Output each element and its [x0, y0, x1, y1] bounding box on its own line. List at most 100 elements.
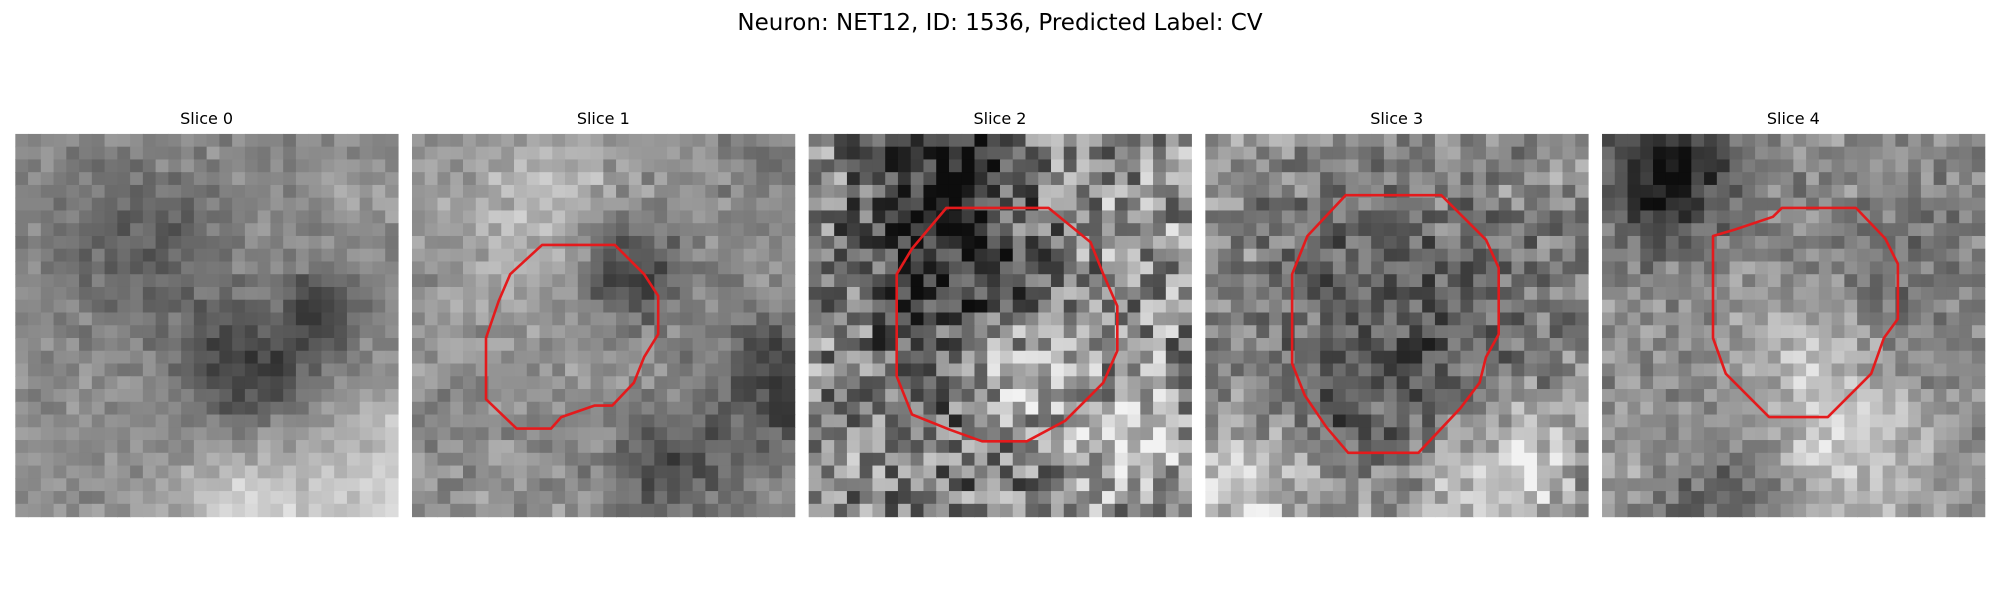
image-pixel [859, 146, 874, 161]
image-pixel [219, 133, 233, 148]
image-pixel [628, 338, 643, 352]
image-pixel [244, 210, 259, 224]
image-pixel [641, 427, 655, 441]
image-pixel [1920, 414, 1935, 428]
image-pixel [193, 172, 208, 186]
image-pixel [66, 248, 80, 263]
image-pixel [1602, 350, 1616, 365]
image-pixel [1063, 503, 1078, 518]
image-pixel [437, 159, 451, 173]
image-pixel [1716, 261, 1731, 275]
image-pixel [372, 197, 386, 212]
image-pixel [1114, 235, 1129, 250]
image-pixel [168, 235, 182, 250]
image-pixel [1294, 146, 1308, 161]
image-pixel [1205, 172, 1219, 186]
image-pixel [1742, 184, 1756, 199]
image-pixel [1524, 338, 1538, 352]
image-pixel [1780, 478, 1794, 492]
image-pixel [1627, 159, 1641, 173]
image-pixel [1831, 184, 1845, 199]
image-pixel [1089, 350, 1103, 365]
image-pixel [168, 338, 182, 352]
image-pixel [1358, 299, 1372, 314]
image-pixel [232, 427, 246, 441]
image-pixel [961, 465, 976, 479]
image-pixel [1307, 299, 1321, 314]
image-pixel [1434, 338, 1449, 352]
image-pixel [117, 146, 131, 161]
image-pixel [1345, 427, 1360, 441]
image-pixel [1127, 414, 1141, 428]
image-pixel [1396, 248, 1411, 263]
image-pixel [654, 401, 668, 416]
image-pixel [346, 197, 361, 212]
image-pixel [974, 401, 988, 416]
image-pixel [1383, 389, 1398, 403]
image-pixel [1831, 274, 1845, 288]
image-pixel [104, 133, 118, 148]
image-pixel [1140, 376, 1154, 390]
image-pixel [821, 133, 835, 148]
image-pixel [321, 363, 335, 377]
image-pixel [79, 274, 93, 288]
image-pixel [1307, 440, 1321, 454]
image-pixel [1665, 235, 1680, 250]
image-pixel [730, 350, 745, 365]
image-pixel [28, 440, 42, 454]
image-pixel [539, 376, 553, 390]
image-pixel [450, 401, 464, 416]
image-pixel [1307, 414, 1321, 428]
image-pixel [654, 299, 668, 314]
image-pixel [1653, 146, 1667, 161]
image-pixel [193, 325, 208, 339]
image-pixel [475, 248, 490, 263]
image-pixel [1614, 414, 1629, 428]
image-pixel [155, 401, 169, 416]
image-pixel [1742, 401, 1756, 416]
image-pixel [1205, 286, 1219, 301]
image-pixel [1230, 325, 1245, 339]
image-pixel [91, 401, 106, 416]
image-pixel [1665, 299, 1680, 314]
image-pixel [834, 389, 848, 403]
image-pixel [756, 286, 770, 301]
image-pixel [270, 389, 284, 403]
image-pixel [1678, 376, 1692, 390]
image-pixel [1396, 491, 1411, 505]
image-pixel [1114, 478, 1129, 492]
image-pixel [1562, 235, 1576, 250]
image-pixel [936, 401, 950, 416]
image-pixel [1153, 427, 1167, 441]
image-pixel [244, 299, 259, 314]
image-pixel [475, 312, 490, 326]
image-pixel [603, 376, 617, 390]
image-pixel [463, 465, 477, 479]
image-pixel [359, 261, 374, 275]
image-pixel [1640, 248, 1654, 263]
image-pixel [168, 172, 182, 186]
image-pixel [539, 299, 553, 314]
image-pixel [590, 491, 604, 505]
image-pixel [1665, 223, 1680, 237]
image-pixel [872, 452, 886, 467]
image-pixel [1946, 452, 1960, 467]
image-pixel [1345, 248, 1360, 263]
image-pixel [1063, 159, 1078, 173]
image-pixel [936, 350, 950, 365]
image-pixel [872, 146, 886, 161]
image-pixel [424, 452, 439, 467]
image-pixel [1946, 184, 1960, 199]
image-pixel [181, 465, 195, 479]
image-pixel [1562, 401, 1576, 416]
image-pixel [1755, 172, 1769, 186]
image-pixel [168, 146, 182, 161]
image-pixel [232, 312, 246, 326]
image-pixel [948, 159, 963, 173]
image-pixel [1920, 427, 1935, 441]
image-pixel [1114, 172, 1129, 186]
image-pixel [1281, 172, 1296, 186]
image-pixel [321, 248, 335, 263]
image-pixel [526, 223, 541, 237]
image-pixel [781, 261, 796, 275]
